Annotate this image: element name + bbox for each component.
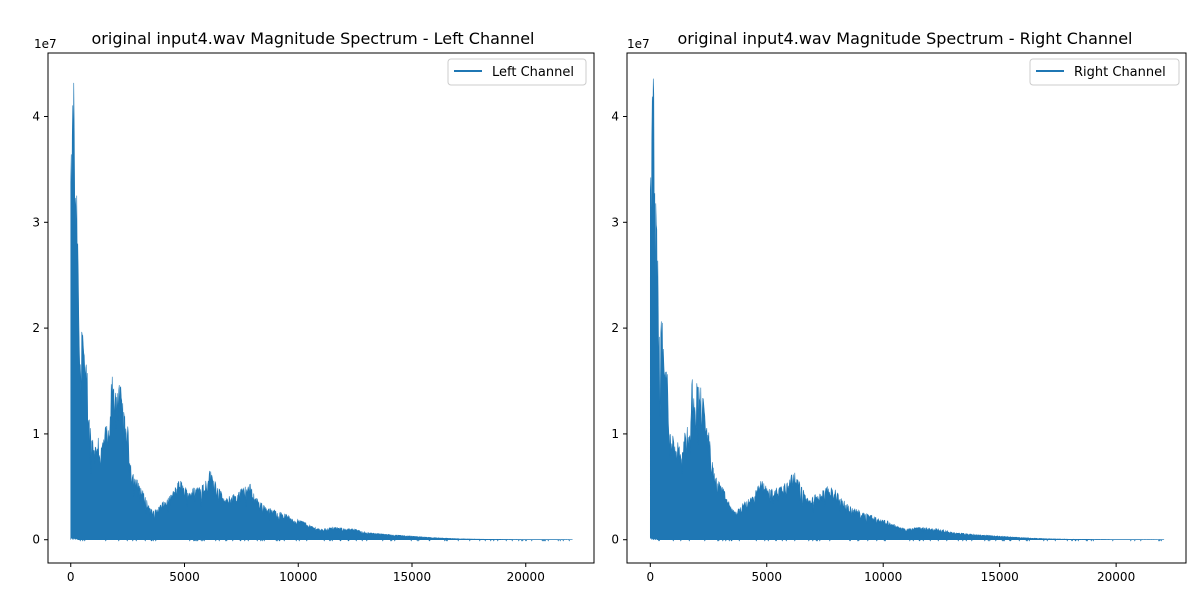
y-offset-label-left: 1e7 [34, 37, 57, 51]
plot-area-right: 0 5000 10000 15000 20000 0 1 2 3 4 [611, 52, 1187, 584]
y-tick-label-left-2: 2 [32, 321, 40, 335]
y-tick-label-left-1: 1 [32, 427, 40, 441]
legend-right: Right Channel [1029, 58, 1180, 86]
y-tick-label-right-0: 0 [611, 533, 619, 547]
y-tick-label-right-1: 1 [611, 427, 619, 441]
x-tick-label-right-2: 10000 [864, 570, 902, 584]
y-tick-label-right-4: 4 [611, 109, 619, 123]
subplot-left: original input4.wav Magnitude Spectrum -… [32, 29, 595, 584]
y-tick-label-left-4: 4 [32, 109, 40, 123]
axes-frame-left [47, 52, 595, 564]
y-tick-label-right-3: 3 [611, 215, 619, 229]
axes-frame-right [626, 52, 1187, 564]
y-tick-label-left-0: 0 [32, 533, 40, 547]
x-tick-label-right-0: 0 [646, 570, 654, 584]
x-tick-label-left-4: 20000 [507, 570, 545, 584]
chart-title-left: original input4.wav Magnitude Spectrum -… [92, 29, 535, 48]
x-tick-label-right-4: 20000 [1097, 570, 1135, 584]
y-offset-label-right: 1e7 [627, 37, 650, 51]
y-tick-label-left-3: 3 [32, 215, 40, 229]
x-tick-label-right-1: 5000 [751, 570, 782, 584]
plot-area-left: 0 5000 10000 15000 20000 0 1 2 3 4 [32, 52, 595, 584]
subplot-right: original input4.wav Magnitude Spectrum -… [611, 29, 1187, 584]
legend-label-left: Left Channel [492, 65, 574, 80]
chart-title-right: original input4.wav Magnitude Spectrum -… [678, 29, 1133, 48]
x-tick-label-left-3: 15000 [393, 570, 431, 584]
y-tick-label-right-2: 2 [611, 321, 619, 335]
series-right-0 [649, 78, 1165, 542]
legend-box-left [447, 58, 587, 86]
x-tick-label-left-0: 0 [67, 570, 75, 584]
legend-label-right: Right Channel [1074, 65, 1166, 80]
series-left-0 [70, 82, 573, 542]
x-tick-label-left-2: 10000 [279, 570, 317, 584]
legend-left: Left Channel [447, 58, 587, 86]
x-tick-label-right-3: 15000 [981, 570, 1019, 584]
x-tick-label-left-1: 5000 [169, 570, 200, 584]
legend-box-right [1029, 58, 1180, 86]
